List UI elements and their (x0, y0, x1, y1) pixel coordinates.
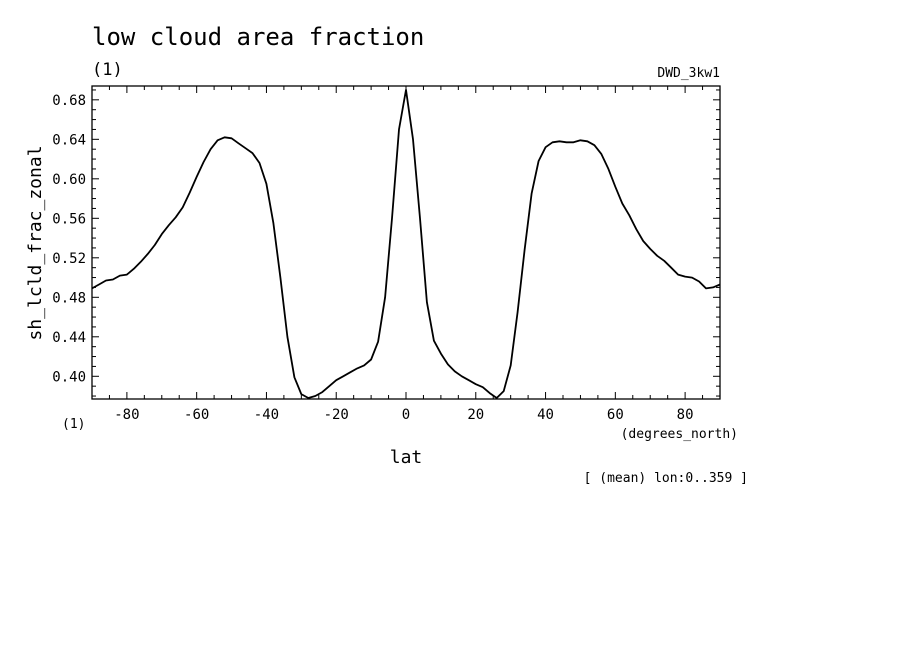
x-tick-label: 40 (537, 407, 554, 423)
x-tick-label: 20 (467, 407, 484, 423)
y-tick-label: 0.68 (52, 93, 86, 109)
mean-note: [ (mean) lon:0..359 ] (584, 471, 748, 486)
corner-units-label: (1) (62, 417, 85, 432)
y-tick-label: 0.56 (52, 211, 86, 227)
x-tick-label: 60 (607, 407, 624, 423)
series-line (91, 89, 721, 399)
x-tick-label: 80 (677, 407, 694, 423)
y-tick-label: 0.48 (52, 290, 86, 306)
units-label: (1) (92, 60, 123, 80)
chart-title: low cloud area fraction (92, 23, 424, 51)
plot-frame (91, 85, 721, 400)
x-tick-label: -20 (324, 407, 349, 423)
y-tick-label: 0.64 (52, 132, 86, 148)
dataset-label: DWD_3kw1 (657, 66, 720, 81)
y-tick-label: 0.52 (52, 251, 86, 267)
x-tick-label: -40 (254, 407, 279, 423)
plot-area: -80 -60 -40 -20 0 20 40 60 80 0.40 0.44 0.48 0.52 0.5… (52, 85, 721, 423)
y-tick-label: 0.60 (52, 172, 86, 188)
x-tick-label: 0 (402, 407, 410, 423)
x-units-label: (degrees_north) (621, 427, 738, 442)
x-tick-label: -80 (114, 407, 139, 423)
y-tick-label: 0.40 (52, 369, 86, 385)
y-axis-title: sh_lcld_frac_zonal (25, 145, 46, 340)
x-axis-title: lat (390, 447, 423, 468)
x-tick-label: -60 (184, 407, 209, 423)
y-tick-label: 0.44 (52, 330, 86, 346)
